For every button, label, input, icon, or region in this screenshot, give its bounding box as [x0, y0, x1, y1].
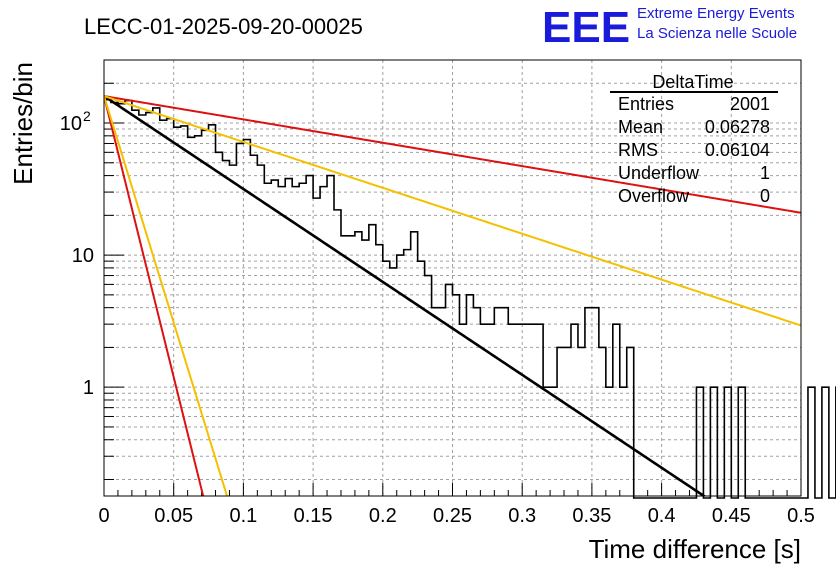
logo-subtitle-line1: Extreme Energy Events	[637, 5, 795, 22]
x-tick-label: 0.35	[572, 505, 611, 527]
stats-label: Overflow	[618, 186, 690, 206]
x-tick-label: 0	[98, 505, 109, 527]
stats-value: 1	[760, 163, 770, 183]
x-tick-label: 0.1	[229, 505, 257, 527]
y-tick-label: 10	[60, 113, 82, 135]
x-axis-label: Time difference [s]	[589, 534, 801, 564]
fit-curve	[104, 95, 205, 496]
x-tick-label: 0.4	[648, 505, 676, 527]
stats-label: RMS	[618, 140, 658, 160]
x-tick-label: 0.5	[787, 505, 815, 527]
x-tick-label: 0.45	[712, 505, 751, 527]
x-tick-label: 0.3	[508, 505, 536, 527]
y-tick-label: 1	[83, 377, 94, 399]
plot-frame	[103, 59, 802, 497]
stats-label: Mean	[618, 117, 663, 137]
stats-rows: Entries 2001 Mean 0.06278 RMS 0.06104Underflo…	[618, 94, 770, 206]
x-tick-label: 0.2	[369, 505, 397, 527]
fit-curve	[104, 94, 707, 496]
stats-value: 0.06278	[705, 117, 770, 137]
stats-label: Underflow	[618, 163, 700, 183]
histogram-outline	[104, 98, 836, 499]
stats-box-title: DeltaTime	[652, 72, 733, 92]
chart-title: LECC-01-2025-09-20-00025	[84, 14, 363, 39]
stats-value: 2001	[730, 94, 770, 114]
x-tick-label: 0.25	[433, 505, 472, 527]
fit-curve	[104, 95, 229, 496]
fit-curve	[104, 95, 801, 327]
fit-curve	[104, 95, 801, 214]
histogram	[104, 98, 836, 499]
x-tick-label: 0.15	[294, 505, 333, 527]
stats-value: 0.06104	[705, 140, 770, 160]
logo-subtitle-line2: La Scienza nelle Scuole	[637, 25, 797, 42]
x-tick-label: 0.05	[154, 505, 193, 527]
x-tick-labels: 0 0.05 0.1 0.15 0.2 0.25 0.3 0.35 0.4 0.45 0.5	[98, 505, 814, 527]
stats-label: Entries	[618, 94, 674, 114]
fit-curves	[104, 94, 801, 496]
y-tick-label: 10	[72, 245, 94, 267]
stats-box: DeltaTime Entries 2001 Mean 0.06278 RMS 0.061…	[610, 72, 778, 206]
y-axis-label: Entries/bin	[8, 62, 38, 185]
y-tick-exponent: 2	[83, 108, 91, 124]
stats-value: 0	[760, 186, 770, 206]
eee-logo-text: EEE	[542, 3, 630, 52]
